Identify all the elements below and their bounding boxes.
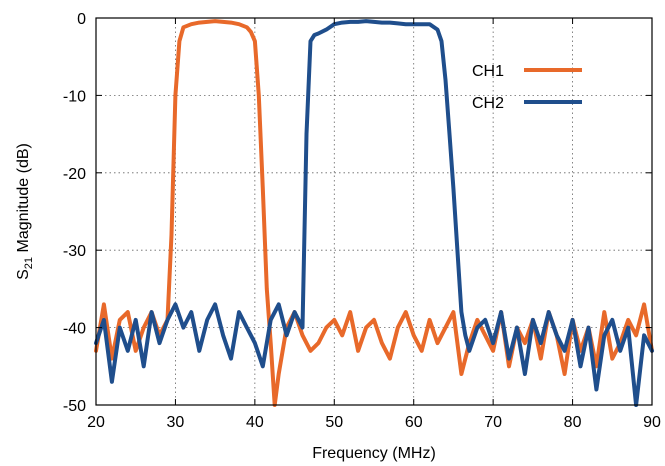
ticks xyxy=(95,17,653,406)
y-axis-label-subscript: 21 xyxy=(23,257,35,269)
series-line-ch2 xyxy=(94,19,654,407)
y-tick-label: 0 xyxy=(77,11,86,28)
series-layer xyxy=(94,19,654,407)
legend-label-ch1: CH1 xyxy=(472,63,504,80)
x-tick-label: 60 xyxy=(405,414,423,431)
x-axis-label: Frequency (MHz) xyxy=(312,445,436,462)
x-tick-label: 50 xyxy=(325,414,343,431)
plot-frame xyxy=(95,17,653,406)
grid xyxy=(96,18,652,405)
y-axis-label-rest: Magnitude (dB) xyxy=(15,143,32,257)
y-tick-label: -40 xyxy=(63,321,86,338)
x-tick-label: 30 xyxy=(167,414,185,431)
y-tick-label: -50 xyxy=(63,398,86,415)
x-tick-label: 40 xyxy=(246,414,264,431)
y-axis-label-main: S xyxy=(15,269,32,280)
x-tick-label: 90 xyxy=(643,414,661,431)
y-axis-label: S21 Magnitude (dB) xyxy=(15,143,35,280)
legend-label-ch2: CH2 xyxy=(472,95,504,112)
y-tick-label: -30 xyxy=(63,243,86,260)
x-tick-label: 80 xyxy=(564,414,582,431)
x-tick-label: 70 xyxy=(484,414,502,431)
legend: CH1 CH2 xyxy=(472,63,582,112)
y-tick-label: -10 xyxy=(63,88,86,105)
tick-labels: 20 30 40 50 60 70 80 90 0 -10 -20 -30 -40 -50 xyxy=(63,11,661,431)
series-line-ch1 xyxy=(94,19,654,407)
x-tick-label: 20 xyxy=(87,414,105,431)
y-tick-label: -20 xyxy=(63,166,86,183)
